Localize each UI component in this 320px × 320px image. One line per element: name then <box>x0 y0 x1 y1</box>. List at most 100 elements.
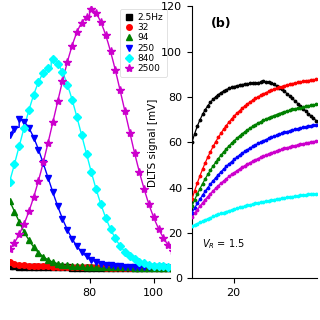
2.5Hz <box>99 266 103 270</box>
2.5Hz <box>128 266 132 270</box>
2.5Hz <box>156 266 160 270</box>
840 <box>104 216 108 220</box>
94 <box>180 266 184 270</box>
94 <box>156 266 160 270</box>
840 <box>161 265 165 268</box>
250 <box>12 127 16 131</box>
840 <box>180 265 184 269</box>
2500 <box>123 109 127 113</box>
94 <box>51 260 55 264</box>
840 <box>41 71 45 75</box>
250 <box>51 190 55 194</box>
32 <box>113 266 117 269</box>
Legend: 2.5Hz, 32, 94, 250, 840, 2500: 2.5Hz, 32, 94, 250, 840, 2500 <box>120 9 167 77</box>
32 <box>70 265 74 269</box>
250 <box>118 264 122 268</box>
2.5Hz <box>123 266 127 270</box>
32 <box>128 266 132 270</box>
250 <box>137 265 141 269</box>
94 <box>75 264 79 268</box>
840 <box>176 265 180 269</box>
32 <box>94 266 98 269</box>
2.5Hz <box>80 266 84 269</box>
2.5Hz <box>22 265 26 268</box>
2.5Hz <box>118 266 122 270</box>
Line: 840: 840 <box>7 57 185 270</box>
32 <box>142 266 146 270</box>
94 <box>176 266 180 270</box>
250 <box>104 263 108 267</box>
2500 <box>161 236 165 240</box>
94 <box>80 264 84 268</box>
2500 <box>180 257 184 261</box>
2.5Hz <box>41 265 45 269</box>
2.5Hz <box>84 266 88 270</box>
2500 <box>94 12 98 15</box>
2500 <box>156 227 160 230</box>
840 <box>12 162 16 166</box>
840 <box>118 244 122 248</box>
250 <box>46 176 50 180</box>
Text: $V_R$ = 1.5: $V_R$ = 1.5 <box>202 237 245 251</box>
840 <box>147 263 151 267</box>
2500 <box>27 210 31 213</box>
32 <box>166 266 170 270</box>
Line: 94: 94 <box>7 198 185 271</box>
94 <box>27 238 31 242</box>
840 <box>22 126 26 130</box>
2.5Hz <box>142 266 146 270</box>
94 <box>89 265 93 268</box>
840 <box>32 93 36 97</box>
250 <box>152 265 156 269</box>
Line: 2.5Hz: 2.5Hz <box>7 263 185 271</box>
32 <box>41 264 45 268</box>
250 <box>60 217 64 220</box>
32 <box>27 264 31 268</box>
94 <box>132 266 136 269</box>
2500 <box>70 44 74 48</box>
32 <box>32 264 36 268</box>
2500 <box>36 179 40 182</box>
840 <box>113 236 117 240</box>
32 <box>89 266 93 269</box>
250 <box>70 237 74 241</box>
94 <box>104 265 108 269</box>
2.5Hz <box>171 266 175 270</box>
2.5Hz <box>32 265 36 269</box>
94 <box>56 262 60 266</box>
250 <box>32 136 36 140</box>
32 <box>137 266 141 270</box>
32 <box>60 265 64 269</box>
2.5Hz <box>147 266 151 270</box>
32 <box>17 263 21 267</box>
840 <box>65 83 69 86</box>
2.5Hz <box>137 266 141 270</box>
250 <box>147 265 151 269</box>
2500 <box>41 160 45 164</box>
250 <box>56 204 60 208</box>
840 <box>166 265 170 269</box>
94 <box>22 230 26 234</box>
2.5Hz <box>65 266 69 269</box>
250 <box>166 266 170 269</box>
2500 <box>99 20 103 24</box>
250 <box>99 262 103 266</box>
2.5Hz <box>113 266 117 270</box>
2.5Hz <box>56 265 60 269</box>
250 <box>142 265 146 269</box>
2.5Hz <box>166 266 170 270</box>
94 <box>166 266 170 270</box>
2500 <box>65 60 69 64</box>
2.5Hz <box>161 266 165 270</box>
94 <box>8 199 12 203</box>
94 <box>70 264 74 268</box>
2500 <box>166 243 170 247</box>
840 <box>137 260 141 264</box>
2.5Hz <box>8 264 12 268</box>
2.5Hz <box>36 265 40 269</box>
2500 <box>17 232 21 236</box>
32 <box>161 266 165 270</box>
2.5Hz <box>108 266 112 270</box>
94 <box>161 266 165 270</box>
840 <box>132 257 136 261</box>
